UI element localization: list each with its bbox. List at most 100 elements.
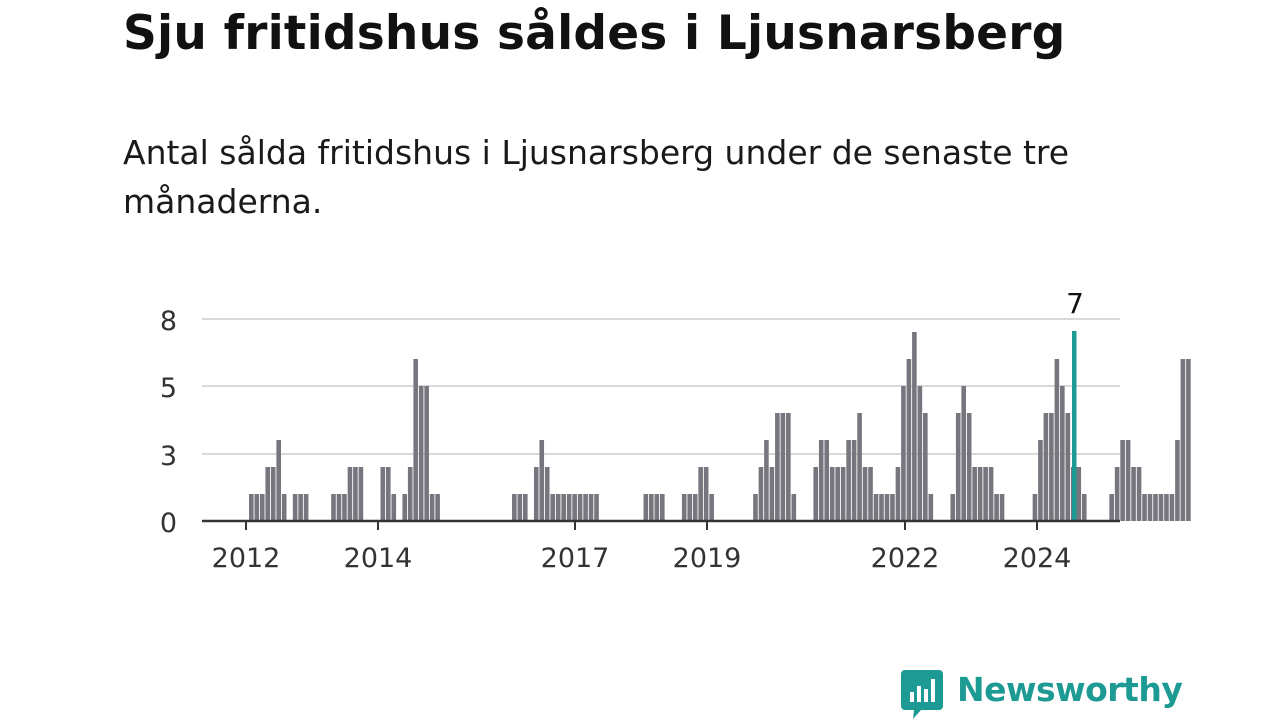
- bar: [890, 494, 895, 521]
- bar: [912, 332, 917, 521]
- bar: [583, 494, 588, 521]
- bar: [846, 440, 851, 521]
- bar: [1109, 494, 1114, 521]
- bar: [1120, 440, 1125, 521]
- bar: [265, 467, 271, 521]
- bar: [829, 467, 835, 521]
- y-tick-label: 5: [160, 373, 177, 404]
- bar: [928, 494, 934, 521]
- bar: [533, 467, 539, 521]
- bar: [276, 440, 281, 521]
- bar: [1186, 359, 1191, 521]
- bar: [281, 494, 287, 521]
- bar: [1175, 440, 1180, 521]
- bar: [654, 494, 660, 521]
- bar: [660, 494, 665, 521]
- bar: [955, 413, 961, 521]
- bar: [753, 494, 758, 521]
- bar: [977, 467, 983, 521]
- bar: [786, 413, 791, 521]
- bar: [1043, 413, 1049, 521]
- bar: [353, 467, 358, 521]
- highlight-value-label: 7: [1066, 287, 1084, 320]
- bar: [517, 494, 523, 521]
- bar: [561, 494, 566, 521]
- bar: [555, 494, 561, 521]
- bar: [906, 359, 912, 521]
- bar: [813, 467, 819, 521]
- bar: [994, 494, 999, 521]
- bar-chart: 0 3 5 8 2012 2014 2017 2019 2022 2024 7: [160, 287, 1191, 574]
- bar: [840, 467, 846, 521]
- bar: [342, 494, 347, 521]
- bar: [1169, 494, 1175, 521]
- bar: [588, 494, 594, 521]
- y-tick-label: 3: [160, 441, 177, 472]
- bar: [1076, 467, 1082, 521]
- bar: [512, 494, 517, 521]
- bar: [780, 413, 786, 521]
- bar: [391, 494, 397, 521]
- y-tick-label: 8: [160, 306, 177, 337]
- bar: [966, 413, 972, 521]
- bar: [544, 467, 550, 521]
- bar: [698, 467, 703, 521]
- bar: [1125, 440, 1131, 521]
- bar: [862, 467, 868, 521]
- bar: [270, 467, 276, 521]
- bar: [972, 467, 977, 521]
- bar: [917, 386, 923, 521]
- bar: [336, 494, 342, 521]
- bar: [824, 440, 829, 521]
- newsworthy-logo: Newsworthy: [901, 670, 1183, 720]
- bar: [895, 467, 901, 521]
- bar: [950, 494, 956, 521]
- bar: [884, 494, 890, 521]
- bar: [709, 494, 714, 521]
- x-tick-label: 2024: [1003, 543, 1072, 574]
- bar: [429, 494, 435, 521]
- bar: [424, 386, 429, 521]
- bar: [983, 467, 988, 521]
- bar: [523, 494, 528, 521]
- bar: [1153, 494, 1158, 521]
- x-tick-label: 2019: [673, 543, 742, 574]
- bar: [692, 494, 698, 521]
- bar: [402, 494, 408, 521]
- bar: [703, 467, 709, 521]
- bar: [539, 440, 545, 521]
- bar: [818, 440, 824, 521]
- bar: [868, 467, 873, 521]
- bar: [407, 467, 413, 521]
- bar: [380, 467, 386, 521]
- bar: [961, 386, 966, 521]
- bar: [1081, 494, 1087, 521]
- bar: [758, 467, 764, 521]
- bar: [1114, 467, 1120, 521]
- bar: [1136, 467, 1142, 521]
- x-tick-label: 2022: [871, 543, 940, 574]
- bar: [1060, 386, 1065, 521]
- bar: [769, 467, 775, 521]
- brand-name: Newsworthy: [957, 670, 1183, 709]
- bar: [873, 494, 879, 521]
- bar: [901, 386, 906, 521]
- bar: [386, 467, 391, 521]
- bar: [1038, 440, 1043, 521]
- bar: [418, 386, 424, 521]
- bar: [643, 494, 649, 521]
- bar: [999, 494, 1005, 521]
- bar: [988, 467, 994, 521]
- bar: [292, 494, 298, 521]
- bar: [347, 467, 353, 521]
- bar: [1180, 359, 1186, 521]
- bar: [857, 413, 862, 521]
- bar: [879, 494, 884, 521]
- bar: [259, 494, 265, 521]
- bar: [358, 467, 364, 521]
- newsworthy-chat-bars-icon: [901, 670, 943, 719]
- x-tick-label: 2012: [212, 543, 281, 574]
- bar: [1049, 413, 1054, 521]
- bar: [851, 440, 857, 521]
- x-tick-label: 2017: [541, 543, 610, 574]
